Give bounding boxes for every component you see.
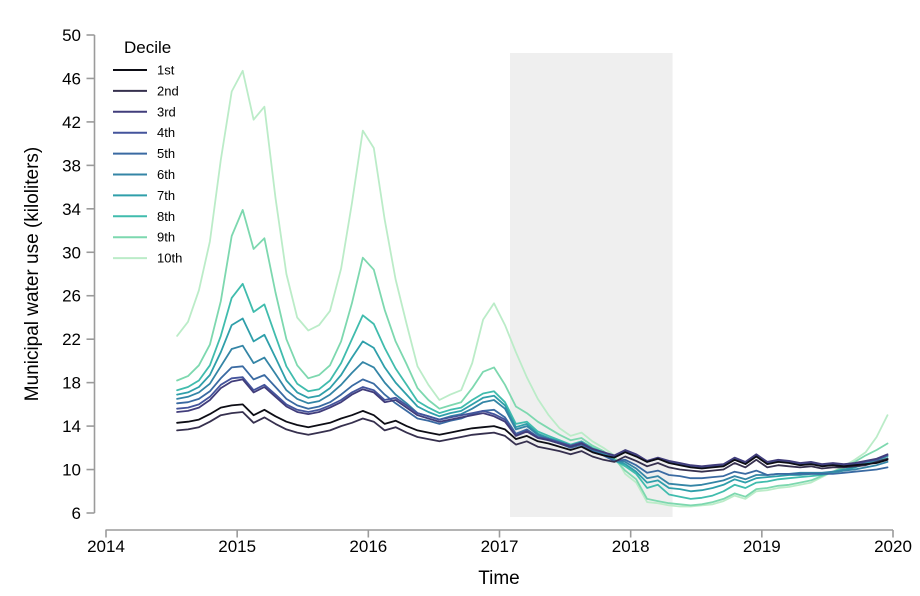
y-tick-label: 50	[62, 26, 81, 45]
series-line-7th	[176, 317, 889, 493]
x-tick-label: 2020	[874, 537, 912, 556]
y-tick-label: 38	[62, 156, 81, 175]
y-tick-label: 46	[62, 69, 81, 88]
legend-label-8th: 8th	[157, 209, 175, 224]
series-line-8th	[176, 282, 889, 500]
legend-label-1st: 1st	[157, 63, 175, 78]
series-line-1st	[176, 403, 889, 470]
legend: 1st 2nd 3rd 4th 5th 6th 7th 8th 9th 10th	[113, 63, 182, 266]
legend-label-3rd: 3rd	[157, 104, 176, 119]
y-axis-label: Municipal water use (kiloliters)	[22, 147, 43, 401]
series-lines	[176, 69, 889, 508]
series-line-4th	[176, 376, 889, 469]
legend-title: Decile	[124, 38, 171, 57]
legend-label-10th: 10th	[157, 251, 182, 266]
x-tick-label: 2014	[87, 537, 125, 556]
series-line-9th	[176, 208, 889, 507]
legend-label-4th: 4th	[157, 125, 175, 140]
series-line-3rd	[176, 378, 889, 468]
x-tick-label: 2017	[481, 537, 519, 556]
y-tick-label: 34	[62, 200, 81, 219]
y-tick-label: 6	[72, 504, 81, 523]
y-tick-label: 22	[62, 330, 81, 349]
legend-label-7th: 7th	[157, 188, 175, 203]
y-tick-label: 18	[62, 374, 81, 393]
y-tick-label: 30	[62, 243, 81, 262]
y-tick-label: 14	[62, 417, 81, 436]
y-axis: 6 10 14 18 22 26 30 34 38 42 46 50	[62, 26, 96, 523]
x-tick-label: 2019	[743, 537, 781, 556]
legend-label-2nd: 2nd	[157, 83, 179, 98]
x-axis: 2014 2015 2016 2017 2018 2019 2020	[87, 529, 912, 556]
x-tick-label: 2015	[218, 537, 256, 556]
legend-label-9th: 9th	[157, 230, 175, 245]
y-tick-label: 42	[62, 113, 81, 132]
x-axis-label: Time	[478, 568, 520, 589]
legend-label-6th: 6th	[157, 167, 175, 182]
series-line-2nd	[176, 411, 889, 473]
series-line-10th	[176, 69, 889, 508]
x-tick-label: 2016	[349, 537, 387, 556]
y-tick-label: 10	[62, 461, 81, 480]
x-tick-label: 2018	[612, 537, 650, 556]
legend-label-5th: 5th	[157, 146, 175, 161]
y-tick-label: 26	[62, 287, 81, 306]
